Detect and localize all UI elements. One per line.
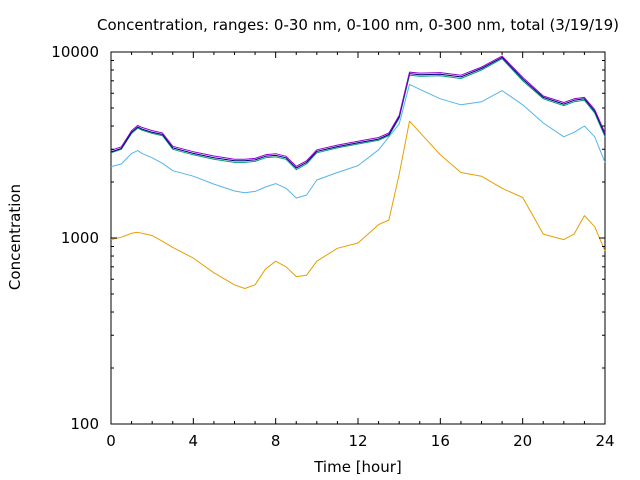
- x-tick-label: 0: [106, 432, 116, 450]
- y-tick-label: 100: [70, 415, 99, 433]
- x-tick-label: 20: [513, 432, 532, 450]
- series-line-2: [110, 83, 606, 199]
- x-axis-label: Time [hour]: [313, 458, 402, 476]
- series-line-4: [110, 56, 606, 169]
- y-tick-label: 1000: [61, 229, 99, 247]
- x-tick-label: 8: [271, 432, 281, 450]
- plot-area: [110, 51, 606, 425]
- x-tick-label: 4: [189, 432, 199, 450]
- series-layer: [110, 55, 606, 289]
- y-tick-label: 10000: [51, 43, 99, 61]
- x-tick-label: 24: [595, 432, 614, 450]
- series-line-1: [110, 120, 606, 289]
- series-line-3: [110, 58, 606, 171]
- y-axis-label: Concentration: [6, 184, 24, 290]
- plot-border: [110, 51, 606, 425]
- series-line-5: [110, 55, 606, 167]
- x-tick-label: 16: [431, 432, 450, 450]
- x-tick-label: 12: [348, 432, 367, 450]
- chart-title: Concentration, ranges: 0-30 nm, 0-100 nm…: [97, 16, 619, 34]
- axis-ticks: 0 4 8 12 16 20 24 100 1000 10000: [51, 43, 614, 450]
